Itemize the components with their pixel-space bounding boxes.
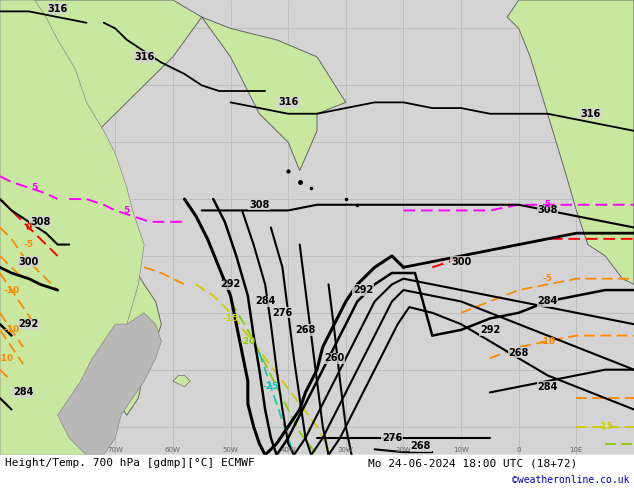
Text: Mo 24-06-2024 18:00 UTC (18+72): Mo 24-06-2024 18:00 UTC (18+72) — [368, 458, 577, 468]
Text: 0: 0 — [26, 223, 32, 232]
Text: 260: 260 — [324, 353, 344, 363]
Text: -10: -10 — [0, 354, 14, 363]
Text: 276: 276 — [382, 433, 402, 443]
Text: 316: 316 — [581, 109, 601, 119]
Text: 292: 292 — [480, 325, 500, 335]
Text: 300: 300 — [451, 257, 471, 267]
Text: 0: 0 — [517, 447, 521, 453]
Text: 5: 5 — [545, 200, 551, 209]
Text: 10W: 10W — [453, 447, 469, 453]
Polygon shape — [0, 0, 144, 455]
Text: 268: 268 — [295, 325, 316, 335]
Text: 70W: 70W — [107, 447, 123, 453]
Text: 308: 308 — [30, 217, 51, 227]
Text: 276: 276 — [272, 308, 292, 318]
Text: -10: -10 — [3, 325, 20, 334]
Text: -10: -10 — [3, 286, 20, 294]
Text: 284: 284 — [255, 296, 275, 306]
Text: -5: -5 — [24, 240, 34, 249]
Text: 300: 300 — [18, 257, 39, 267]
Polygon shape — [0, 455, 634, 490]
Text: 10E: 10E — [570, 447, 583, 453]
Text: 40W: 40W — [280, 447, 296, 453]
Text: 308: 308 — [538, 205, 558, 216]
Text: 30W: 30W — [338, 447, 354, 453]
Polygon shape — [0, 0, 634, 455]
Text: -5: -5 — [543, 274, 553, 283]
Text: 20W: 20W — [396, 447, 411, 453]
Text: -15: -15 — [597, 422, 613, 431]
Polygon shape — [0, 0, 346, 415]
Text: 316: 316 — [278, 98, 299, 107]
Text: -15: -15 — [223, 314, 238, 323]
Text: 284: 284 — [538, 296, 558, 306]
Text: 60W: 60W — [165, 447, 181, 453]
Text: 292: 292 — [353, 285, 373, 295]
Text: 284: 284 — [538, 382, 558, 392]
Text: 50W: 50W — [223, 447, 238, 453]
Text: ©weatheronline.co.uk: ©weatheronline.co.uk — [512, 475, 629, 485]
Text: 292: 292 — [221, 279, 241, 290]
Text: 316: 316 — [134, 52, 154, 62]
Text: -20: -20 — [240, 337, 256, 346]
Text: 268: 268 — [508, 347, 529, 358]
Text: 308: 308 — [249, 200, 269, 210]
Text: 292: 292 — [18, 319, 39, 329]
Text: 5: 5 — [124, 206, 130, 215]
Text: -25: -25 — [262, 382, 279, 391]
Text: Height/Temp. 700 hPa [gdmp][°C] ECMWF: Height/Temp. 700 hPa [gdmp][°C] ECMWF — [5, 458, 255, 468]
Polygon shape — [507, 0, 634, 284]
Text: -10: -10 — [540, 337, 555, 346]
Polygon shape — [0, 455, 634, 490]
Text: 268: 268 — [411, 441, 431, 451]
Polygon shape — [58, 313, 162, 455]
Polygon shape — [173, 375, 190, 387]
Text: 316: 316 — [48, 3, 68, 14]
Text: 284: 284 — [13, 388, 33, 397]
Text: 5: 5 — [32, 183, 37, 192]
